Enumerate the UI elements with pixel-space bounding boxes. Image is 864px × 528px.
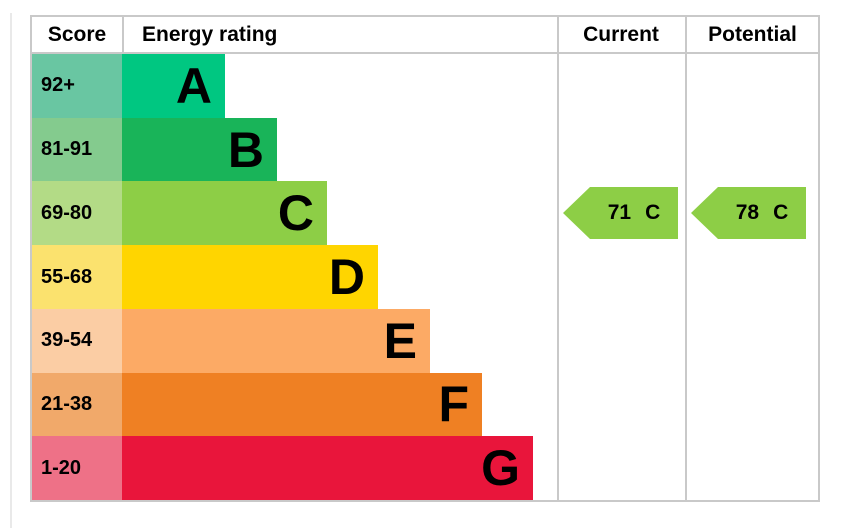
score-range-label: 1-20 — [32, 436, 122, 501]
epc-band-row: 21-38 F — [32, 372, 818, 437]
current-rating-text: 71 C — [590, 187, 678, 239]
energy-band-letter: F — [438, 376, 469, 433]
epc-band-rows: 92+ A 81-91 B 69-80 C 55-68 D 39-54 E 21… — [32, 54, 818, 501]
left-arrow-shape — [691, 187, 806, 240]
energy-rating-column-header: Energy rating — [142, 23, 278, 46]
potential-column-divider — [685, 17, 687, 500]
epc-band-row: 69-80 C — [32, 181, 818, 246]
potential-rating-text: 78 C — [718, 187, 806, 239]
energy-band-letter: B — [227, 121, 264, 178]
left-arrow-shape — [563, 187, 678, 240]
energy-band-bar: A — [122, 54, 225, 118]
potential-rating-arrow: 78 C — [691, 187, 806, 240]
header-divider-line — [32, 52, 818, 54]
score-range-label: 55-68 — [32, 245, 122, 309]
current-column-header: Current — [583, 23, 659, 46]
energy-band-letter: D — [328, 249, 365, 306]
current-rating-value: 71 — [607, 201, 632, 225]
potential-rating-value: 78 — [735, 201, 760, 225]
potential-rating-band: C — [773, 201, 789, 225]
energy-band-letter: A — [175, 57, 212, 114]
energy-band-letter: E — [383, 312, 417, 369]
energy-band-bar: D — [122, 245, 378, 309]
potential-column-header: Potential — [708, 23, 797, 46]
score-range-label: 81-91 — [32, 117, 122, 182]
score-column-header: Score — [47, 23, 107, 46]
epc-band-row: 92+ A — [32, 54, 818, 118]
energy-band-bar: F — [122, 372, 482, 437]
score-column-divider — [122, 17, 124, 52]
score-range-label: 69-80 — [32, 181, 122, 246]
energy-band-bar: G — [122, 436, 533, 501]
energy-band-letter: C — [277, 185, 314, 242]
energy-band-bar: B — [122, 117, 277, 182]
energy-band-bar: C — [122, 181, 327, 246]
epc-band-row: 39-54 E — [32, 308, 818, 373]
energy-band-letter: G — [481, 440, 520, 497]
epc-band-row: 55-68 D — [32, 245, 818, 309]
epc-rating-table: Score Energy rating Current Potential 92… — [30, 15, 820, 502]
score-range-label: 39-54 — [32, 308, 122, 373]
page-edge-rule — [10, 13, 12, 528]
epc-band-row: 1-20 G — [32, 436, 818, 501]
epc-band-row: 81-91 B — [32, 117, 818, 182]
current-column-divider — [557, 17, 559, 500]
current-rating-arrow: 71 C — [563, 187, 678, 240]
current-rating-band: C — [645, 201, 661, 225]
score-range-label: 92+ — [32, 54, 122, 118]
energy-band-bar: E — [122, 308, 430, 373]
score-range-label: 21-38 — [32, 372, 122, 437]
